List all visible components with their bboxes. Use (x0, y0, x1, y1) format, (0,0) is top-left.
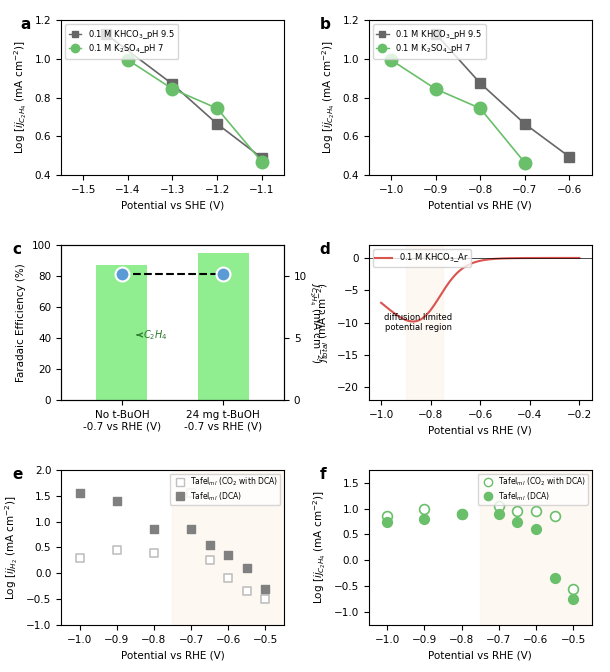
X-axis label: Potential vs RHE (V): Potential vs RHE (V) (428, 200, 532, 210)
Text: $C_2H_4$: $C_2H_4$ (137, 328, 167, 342)
Legend: 0.1 M KHCO$_3$_pH 9.5, 0.1 M K$_2$SO$_4$_pH 7: 0.1 M KHCO$_3$_pH 9.5, 0.1 M K$_2$SO$_4$… (373, 24, 486, 58)
Point (205, 555, 215, 566)
Point (186, 488, 196, 499)
Text: d: d (320, 242, 331, 257)
Y-axis label: Log [$ĳ_{H_2}$ (mA cm$^{-2}$)]: Log [$ĳ_{H_2}$ (mA cm$^{-2}$)] (4, 495, 21, 600)
Text: f: f (320, 467, 326, 482)
Legend: Tafel$_{ml}$ (CO$_2$ with DCA), Tafel$_{ml}$ (DCA): Tafel$_{ml}$ (CO$_2$ with DCA), Tafel$_{… (170, 474, 280, 505)
Point (550, 573, 559, 584)
X-axis label: Potential vs SHE (V): Potential vs SHE (V) (121, 200, 224, 210)
Point (260, 583, 270, 594)
Point (531, 524, 541, 535)
Point (569, 594, 578, 605)
Point (112, 495, 121, 506)
Y-axis label: $j_{C_2H_4}$ (mA cm$^{-2}$): $j_{C_2H_4}$ (mA cm$^{-2}$) (307, 282, 323, 364)
X-axis label: Potential vs RHE (V): Potential vs RHE (V) (121, 650, 224, 660)
Point (550, 511, 559, 521)
X-axis label: Potential vs RHE (V): Potential vs RHE (V) (428, 650, 532, 660)
Y-axis label: Log [$ĳ_{C_2H_4}$ (mA cm$^{-2}$)]: Log [$ĳ_{C_2H_4}$ (mA cm$^{-2}$)] (320, 41, 337, 155)
Y-axis label: Log [$ĳ_{C_2H_4}$ (mA cm$^{-2}$)]: Log [$ĳ_{C_2H_4}$ (mA cm$^{-2}$)] (12, 41, 29, 155)
Point (260, 594, 270, 605)
Bar (173, 470, 284, 625)
Point (457, 509, 467, 519)
Point (494, 501, 504, 511)
Point (242, 586, 252, 597)
Point (382, 511, 392, 521)
Point (494, 509, 504, 519)
Point (223, 550, 233, 560)
Point (149, 524, 159, 535)
Point (457, 509, 467, 519)
Y-axis label: $j_{total}$ (mA cm$^{-2}$): $j_{total}$ (mA cm$^{-2}$) (315, 282, 331, 363)
Y-axis label: Log [$ĳ_{C_2H_4}$ (mA cm$^{-2}$)]: Log [$ĳ_{C_2H_4}$ (mA cm$^{-2}$)] (311, 491, 328, 604)
Text: e: e (12, 467, 23, 482)
Point (242, 562, 252, 573)
Point (74, 552, 84, 563)
Point (149, 547, 159, 558)
Bar (198, 253, 248, 400)
Point (186, 524, 196, 535)
Point (74, 488, 84, 499)
Y-axis label: Faradaic Efficiency (%): Faradaic Efficiency (%) (16, 263, 26, 382)
Point (531, 506, 541, 517)
X-axis label: Potential vs RHE (V): Potential vs RHE (V) (428, 425, 532, 435)
Point (112, 544, 121, 555)
Point (420, 513, 429, 524)
Text: c: c (12, 242, 21, 257)
Legend: Tafel$_{ml}$ (CO$_2$ with DCA), Tafel$_{ml}$ (DCA): Tafel$_{ml}$ (CO$_2$ with DCA), Tafel$_{… (478, 474, 588, 505)
Point (205, 540, 215, 550)
Text: diffusion limited
potential region: diffusion limited potential region (384, 313, 453, 332)
Bar (96, 265, 147, 400)
Point (420, 503, 429, 514)
Bar (480, 470, 592, 625)
Legend: 0.1 M KHCO$_3$_Ar: 0.1 M KHCO$_3$_Ar (373, 249, 471, 267)
Point (382, 516, 392, 527)
Text: b: b (320, 17, 331, 32)
Point (512, 516, 522, 527)
Bar (406, 245, 443, 400)
Point (512, 506, 522, 517)
Text: a: a (21, 17, 31, 32)
Point (223, 573, 233, 584)
Legend: 0.1 M KHCO$_3$_pH 9.5, 0.1 M K$_2$SO$_4$_pH 7: 0.1 M KHCO$_3$_pH 9.5, 0.1 M K$_2$SO$_4$… (65, 24, 178, 58)
Point (569, 583, 578, 594)
